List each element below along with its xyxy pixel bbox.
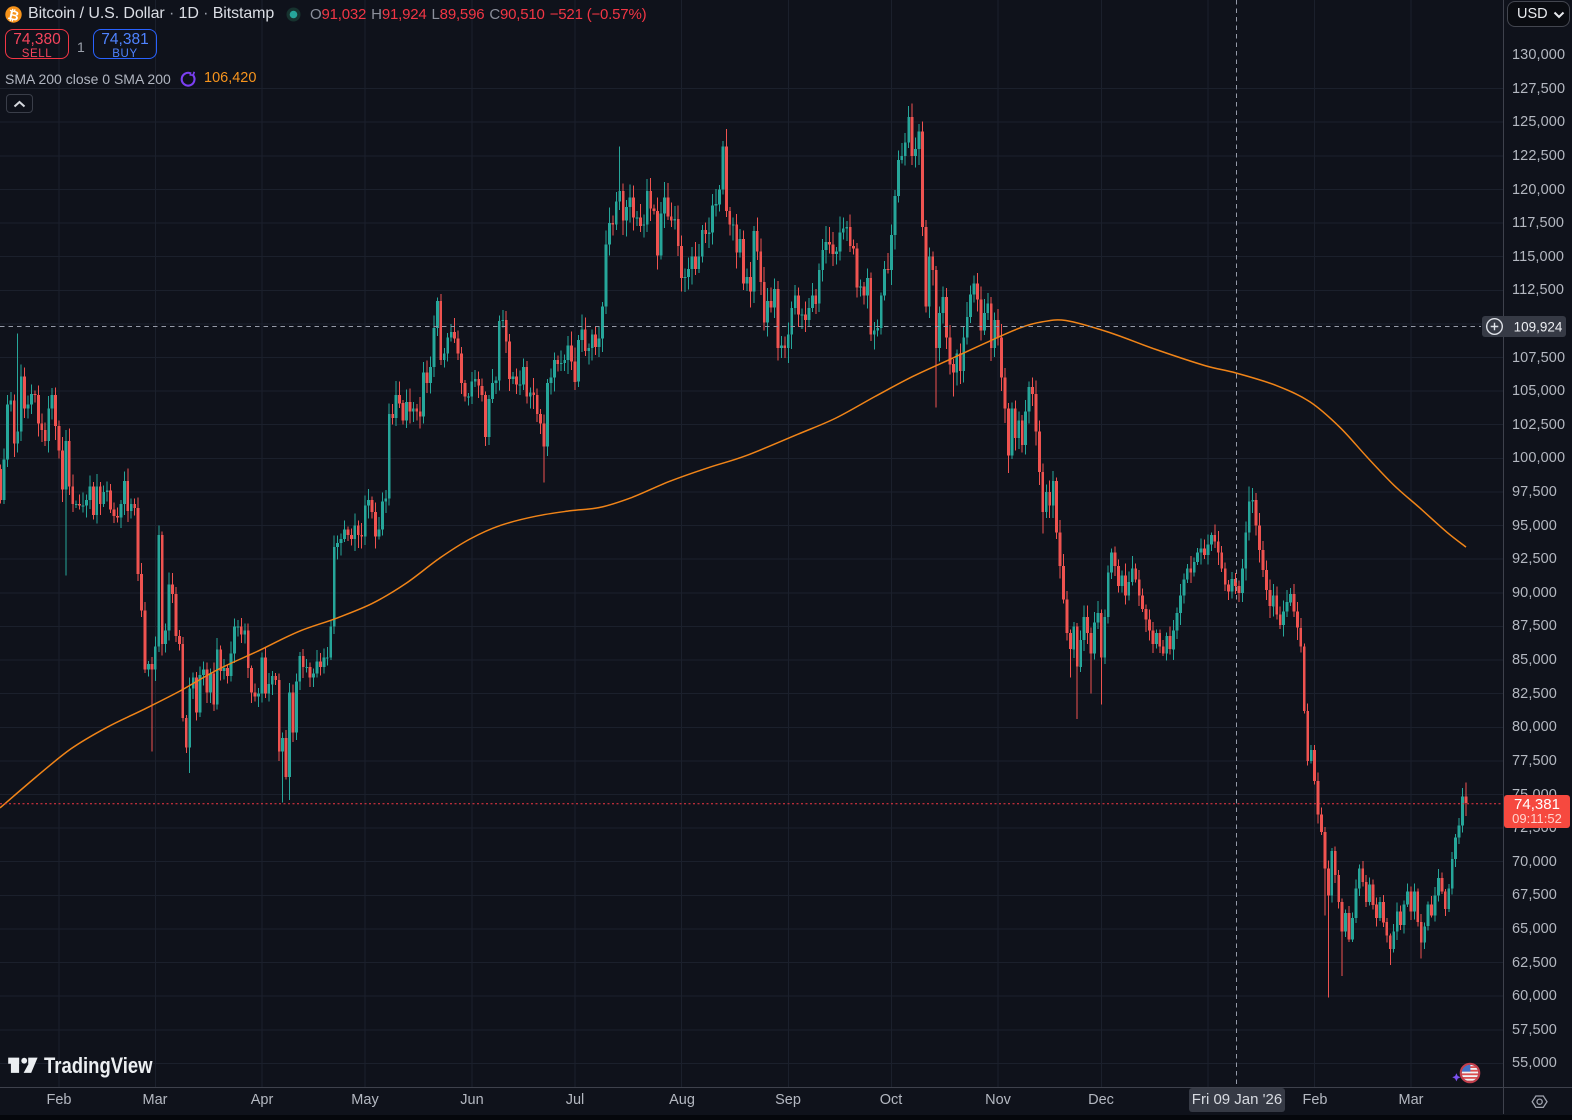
svg-text:₿: ₿	[6, 7, 20, 24]
